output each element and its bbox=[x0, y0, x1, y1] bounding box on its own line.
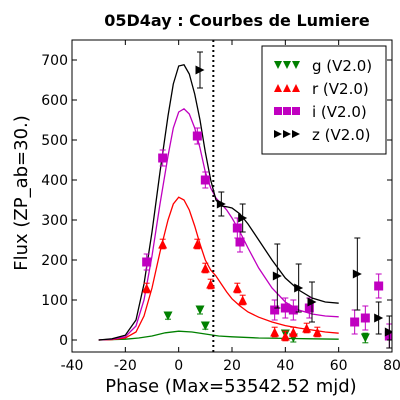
legend-i-marker-2 bbox=[292, 107, 300, 115]
legend-box bbox=[261, 45, 387, 155]
i-band-point-12 bbox=[374, 281, 384, 291]
z-band-model-curve bbox=[98, 64, 339, 341]
g-band-model-curve bbox=[98, 330, 339, 341]
legend-g-marker-2 bbox=[292, 61, 300, 69]
z-band-point-1 bbox=[216, 199, 226, 209]
legend-i-marker-0 bbox=[274, 107, 282, 115]
r-band-point-5 bbox=[232, 283, 242, 293]
x-tick-label-0: -40 bbox=[61, 358, 84, 374]
z-band-point-6 bbox=[352, 269, 362, 279]
r-band-point-11 bbox=[312, 327, 322, 337]
x-tick-label-4: 40 bbox=[276, 358, 294, 374]
x-tick-label-5: 60 bbox=[330, 358, 348, 374]
r-band-point-6 bbox=[238, 295, 248, 305]
legend-g-marker-1 bbox=[283, 61, 291, 69]
i-band-point-4 bbox=[232, 223, 242, 233]
legend-g-marker-0 bbox=[274, 61, 282, 69]
x-tick-label-6: 80 bbox=[383, 358, 400, 374]
i-band-point-11 bbox=[360, 313, 370, 323]
legend-z-marker-2 bbox=[292, 130, 300, 138]
i-band-point-9 bbox=[304, 303, 314, 313]
y-tick-label-1: 100 bbox=[41, 293, 68, 309]
r-band-point-2 bbox=[192, 239, 202, 249]
x-axis-label: Phase (Max=53542.52 mjd) bbox=[105, 376, 356, 397]
i-band-point-0 bbox=[142, 257, 152, 267]
g-band-point-5 bbox=[360, 333, 370, 343]
r-band-point-3 bbox=[200, 263, 210, 273]
legend-r-label: r (V2.0) bbox=[312, 80, 369, 98]
i-band-point-3 bbox=[200, 175, 210, 185]
legend-r-marker-0 bbox=[274, 84, 282, 92]
y-tick-label-6: 600 bbox=[41, 93, 68, 109]
legend-g-label: g (V2.0) bbox=[312, 57, 372, 75]
r-band-model-curve bbox=[98, 196, 339, 341]
g-band-point-0 bbox=[163, 311, 173, 321]
legend-z-label: z (V2.0) bbox=[312, 126, 370, 144]
plot-area bbox=[98, 40, 392, 352]
legend-r-marker-2 bbox=[292, 84, 300, 92]
z-band-point-3 bbox=[272, 271, 282, 281]
i-band-point-1 bbox=[158, 153, 168, 163]
legend-z-marker-0 bbox=[274, 130, 282, 138]
legend: g (V2.0) r (V2.0) i (V2.0) z (V2.0) bbox=[261, 45, 387, 155]
y-tick-label-2: 200 bbox=[41, 253, 68, 269]
r-band-point-4 bbox=[206, 279, 216, 289]
legend-z-marker-1 bbox=[283, 130, 291, 138]
i-band-point-8 bbox=[288, 305, 298, 315]
legend-i-label: i (V2.0) bbox=[312, 103, 367, 121]
g-band-point-2 bbox=[200, 321, 210, 331]
r-band-point-0 bbox=[142, 283, 152, 293]
r-band-point-1 bbox=[158, 239, 168, 249]
y-tick-label-7: 700 bbox=[41, 53, 68, 69]
y-tick-label-0: 0 bbox=[59, 333, 68, 349]
r-band-point-10 bbox=[302, 323, 312, 333]
y-tick-label-4: 400 bbox=[41, 173, 68, 189]
chart-title: 05D4ay : Courbes de Lumiere bbox=[104, 11, 370, 30]
z-band-point-8 bbox=[384, 327, 392, 337]
g-band-point-1 bbox=[195, 305, 205, 315]
z-band-point-4 bbox=[294, 283, 304, 293]
z-band-point-0 bbox=[195, 65, 205, 75]
z-band-point-7 bbox=[374, 313, 384, 323]
i-band-point-7 bbox=[280, 303, 290, 313]
i-band-point-6 bbox=[270, 305, 280, 315]
x-tick-label-2: 0 bbox=[174, 358, 183, 374]
y-axis-label: Flux (ZP_ab=30.) bbox=[11, 115, 32, 271]
i-band-point-5 bbox=[235, 237, 245, 247]
axes: -40 -20 0 20 40 60 80 0 100 200 300 400 500 600 700 bbox=[41, 39, 400, 374]
x-tick-label-1: -20 bbox=[114, 358, 137, 374]
r-band-point-9 bbox=[288, 327, 298, 337]
i-band-point-10 bbox=[350, 317, 360, 327]
z-band-point-2 bbox=[238, 213, 248, 223]
r-band-point-8 bbox=[280, 331, 290, 341]
legend-i-marker-1 bbox=[283, 107, 291, 115]
legend-r-marker-1 bbox=[283, 84, 291, 92]
y-tick-label-3: 300 bbox=[41, 213, 68, 229]
y-tick-label-5: 500 bbox=[41, 133, 68, 149]
z-band-point-5 bbox=[307, 297, 317, 307]
x-tick-label-3: 20 bbox=[223, 358, 241, 374]
r-band-point-7 bbox=[270, 327, 280, 337]
i-band-point-13 bbox=[384, 331, 392, 341]
i-band-point-2 bbox=[192, 131, 202, 141]
